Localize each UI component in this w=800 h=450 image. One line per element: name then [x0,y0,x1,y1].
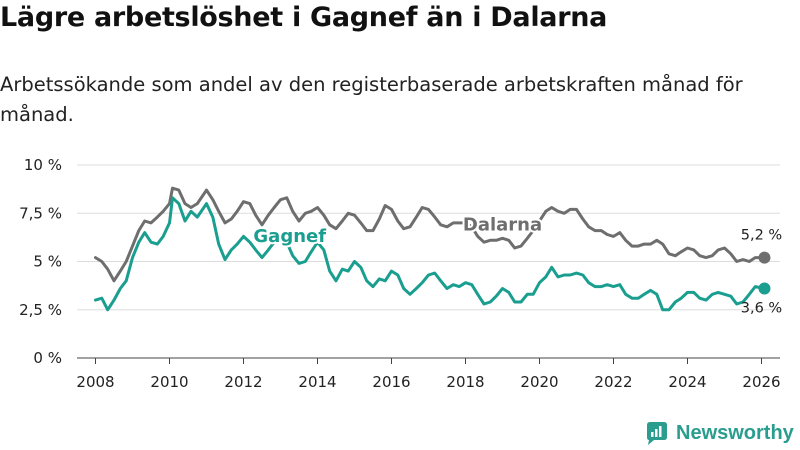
brand-name: Newsworthy [676,421,794,444]
x-tick-label: 2020 [520,373,558,391]
chart-subtitle: Arbetssökande som andel av den registerb… [0,73,743,126]
newsworthy-icon [647,422,667,445]
x-tick-label: 2010 [150,373,188,391]
y-axis: 0 % 2,5 % 5 % 7,5 % 10 % [19,156,62,367]
series-line-gagnef [94,196,766,312]
end-marker-dalarna [758,251,771,264]
x-tick-label: 2026 [742,373,780,391]
x-tick-label: 2016 [372,373,410,391]
end-marker-gagnef [758,282,771,295]
y-tick-label: 10 % [24,156,62,174]
chart-title: Lägre arbetslöshet i Gagnef än i Dalarna [0,2,608,33]
x-tick-label: 2018 [446,373,484,391]
y-tick-label: 5 % [33,253,62,271]
y-tick-label: 2,5 % [19,301,62,319]
y-tick-label: 0 % [33,349,62,367]
x-tick-label: 2024 [668,373,706,391]
x-tick-label: 2022 [594,373,632,391]
series-label-gagnef: Gagnef [253,226,326,247]
x-tick-label: 2008 [76,373,114,391]
series-labels: Dalarna Gagnef 5,2 % 3,6 % [251,213,782,317]
end-value-gagnef: 3,6 % [741,301,782,317]
end-value-dalarna: 5,2 % [741,228,782,244]
newsworthy-logo: Newsworthy [644,419,794,447]
x-tick-label: 2014 [298,373,336,391]
y-tick-label: 7,5 % [19,204,62,222]
series-label-dalarna: Dalarna [463,215,542,236]
x-axis: 2008 2010 2012 2014 2016 2018 2020 2022 2024 2026 [76,358,781,391]
x-tick-label: 2012 [224,373,262,391]
y-gridlines [77,164,780,359]
series-lines [94,186,771,312]
series-line-dalarna [94,186,766,283]
